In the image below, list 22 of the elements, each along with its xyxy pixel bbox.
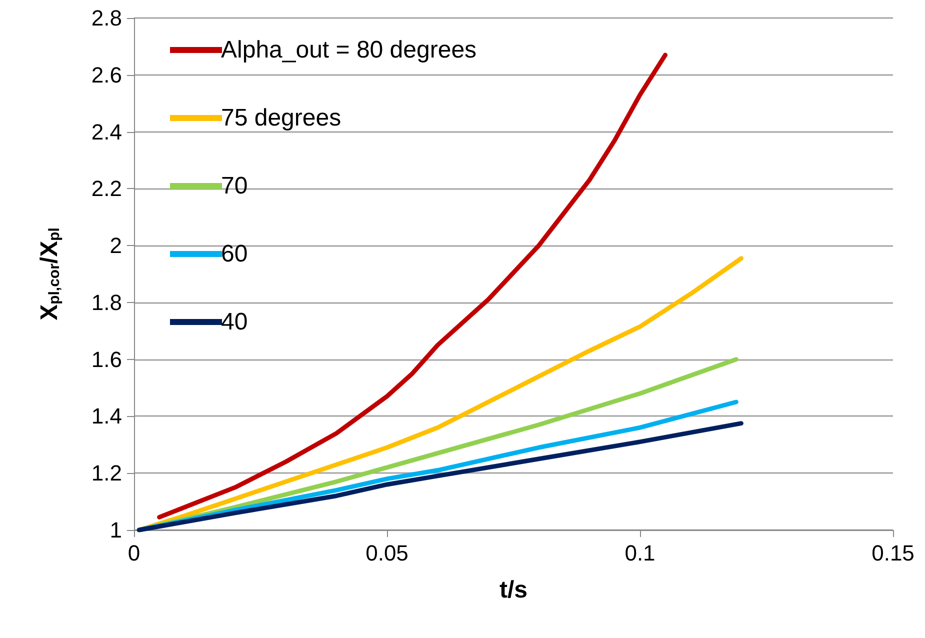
x-tick-label: 0: [128, 540, 140, 566]
x-tick-label: 0.05: [366, 540, 408, 566]
legend-label: Alpha_out = 80 degrees: [221, 36, 477, 64]
y-tick-label: 2.6: [91, 62, 122, 88]
legend-label: 40: [221, 308, 248, 336]
y-tick-label: 1.2: [91, 460, 122, 486]
y-tick-label: 2.4: [91, 119, 122, 144]
y-tick-label: 2.8: [91, 6, 122, 30]
x-tick-label: 0.1: [624, 540, 656, 566]
line-series: [136, 421, 744, 532]
y-tick-label: 1.4: [91, 404, 122, 429]
y-tick-label: 1.8: [91, 290, 122, 315]
legend-label: 70: [221, 172, 248, 200]
y-tick-label: 1.6: [91, 346, 122, 372]
y-axis-title: Xpl,cor/Xpl: [36, 228, 63, 320]
x-axis-title: t/s: [499, 576, 528, 604]
y-tick-label: 2.2: [91, 176, 122, 202]
y-tick-label: 1: [110, 518, 122, 542]
legend-label: 75 degrees: [221, 104, 342, 132]
y-tick-label: 2: [110, 233, 122, 258]
legend-label: 60: [221, 240, 248, 268]
x-tick-label: 0.15: [872, 540, 914, 566]
